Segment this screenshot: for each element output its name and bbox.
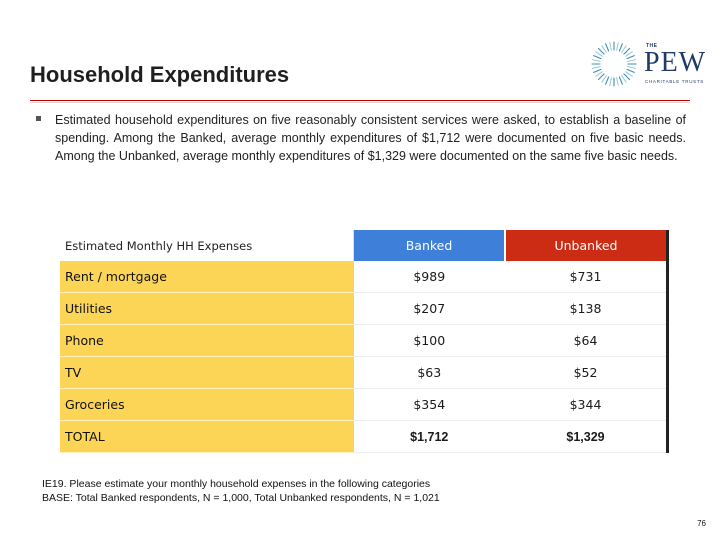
table-row: TV $63 $52 — [60, 356, 669, 389]
row-banked-value: $354 — [353, 388, 505, 421]
total-banked-value: $1,712 — [353, 420, 505, 453]
row-unbanked-value: $138 — [505, 292, 669, 325]
logo-name: PEW — [644, 47, 707, 78]
header-banked: Banked — [353, 230, 505, 261]
logo-tagline: CHARITABLE TRUSTS — [645, 79, 704, 84]
page-number: 76 — [697, 519, 706, 528]
bullet-text: Estimated household expenditures on five… — [55, 113, 686, 163]
row-banked-value: $63 — [353, 356, 505, 389]
row-label: Rent / mortgage — [60, 261, 354, 293]
title-divider — [30, 100, 690, 101]
total-unbanked-value: $1,329 — [505, 420, 669, 453]
pew-sunburst-logo-icon — [591, 41, 637, 87]
table-row: Groceries $354 $344 — [60, 388, 669, 421]
row-banked-value: $100 — [353, 324, 505, 357]
logo-small-text: THE — [646, 43, 658, 49]
row-banked-value: $207 — [353, 292, 505, 325]
row-label: TV — [60, 356, 354, 389]
row-unbanked-value: $731 — [505, 261, 669, 293]
row-unbanked-value: $52 — [505, 356, 669, 389]
footnote-base: BASE: Total Banked respondents, N = 1,00… — [42, 492, 440, 504]
row-unbanked-value: $64 — [505, 324, 669, 357]
row-label: Utilities — [60, 292, 354, 325]
footnote-question: IE19. Please estimate your monthly house… — [42, 478, 431, 490]
table-total-row: TOTAL $1,712 $1,329 — [60, 420, 669, 453]
table-row: Utilities $207 $138 — [60, 292, 669, 325]
expenses-table: Estimated Monthly HH Expenses Banked Unb… — [60, 230, 669, 453]
row-label: Phone — [60, 324, 354, 357]
header-unbanked: Unbanked — [504, 230, 669, 261]
table-header-row: Estimated Monthly HH Expenses Banked Unb… — [60, 230, 669, 261]
table-row: Rent / mortgage $989 $731 — [60, 261, 669, 293]
page-title: Household Expenditures — [30, 62, 290, 87]
title-divider-shadow — [30, 102, 690, 103]
footnote: IE19. Please estimate your monthly house… — [42, 477, 440, 505]
table-row: Phone $100 $64 — [60, 324, 669, 357]
row-banked-value: $989 — [353, 261, 505, 293]
bullet-square-icon — [36, 116, 41, 121]
total-label: TOTAL — [60, 420, 354, 453]
row-label: Groceries — [60, 388, 354, 421]
row-unbanked-value: $344 — [505, 388, 669, 421]
header-label: Estimated Monthly HH Expenses — [65, 238, 253, 253]
pew-logo: THE PEW CHARITABLE TRUSTS — [588, 38, 706, 90]
bullet-item: Estimated household expenditures on five… — [36, 111, 686, 165]
